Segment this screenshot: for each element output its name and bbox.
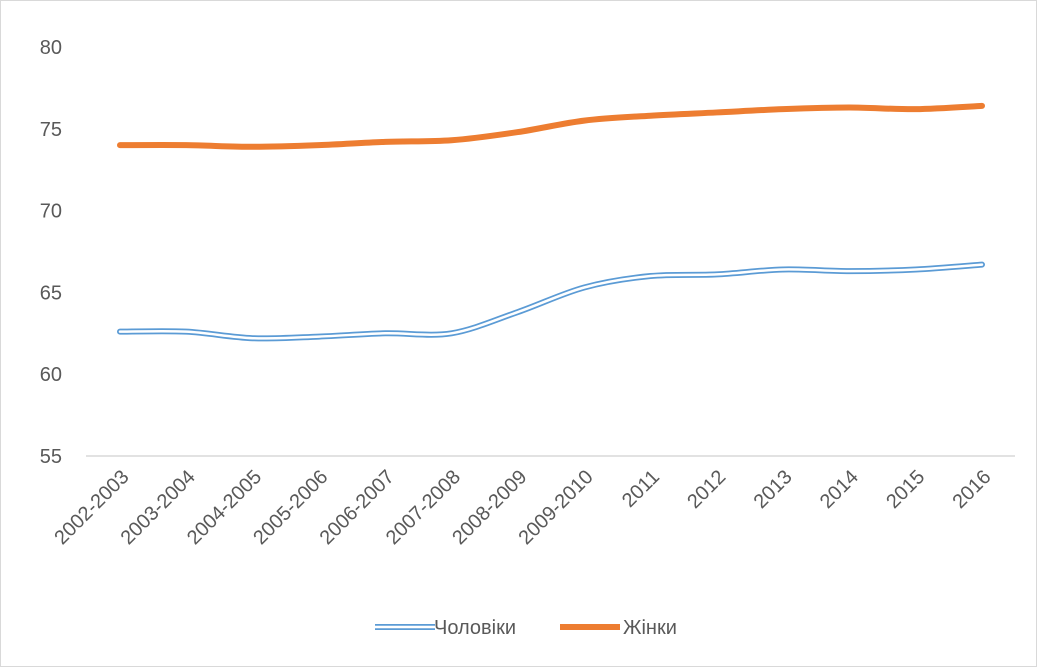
x-tick-label: 2014 bbox=[816, 466, 863, 513]
series-0-point bbox=[516, 310, 520, 314]
x-tick-label: 2015 bbox=[882, 466, 929, 513]
y-tick-label: 65 bbox=[40, 282, 62, 304]
series-1-point bbox=[383, 140, 387, 144]
x-tick-label: 2013 bbox=[750, 466, 797, 513]
series-0-point bbox=[450, 331, 454, 335]
y-tick-label: 55 bbox=[40, 446, 62, 468]
series-1-point bbox=[847, 106, 851, 110]
x-tick-label: 2012 bbox=[683, 466, 730, 513]
series-1-point bbox=[184, 143, 188, 147]
series-0-point bbox=[781, 267, 785, 271]
y-tick-label: 60 bbox=[40, 364, 62, 386]
legend-label-1: Жінки bbox=[623, 617, 677, 639]
x-tick-label: 2016 bbox=[949, 466, 996, 513]
series-1-point bbox=[516, 130, 520, 134]
series-0-point bbox=[715, 272, 719, 276]
series-0-point bbox=[251, 336, 255, 340]
series-0-point bbox=[914, 267, 918, 271]
y-tick-label: 75 bbox=[40, 119, 62, 141]
series-0-point bbox=[317, 335, 321, 339]
x-tick-label: 2011 bbox=[618, 466, 664, 512]
series-1-point bbox=[251, 145, 255, 149]
series-0-point bbox=[648, 274, 652, 278]
series-1-point bbox=[781, 107, 785, 111]
series-0-point bbox=[847, 269, 851, 273]
series-1-point bbox=[715, 110, 719, 114]
series-0-line-inner bbox=[118, 263, 984, 340]
legend-label-0: Чоловіки bbox=[434, 617, 516, 639]
y-tick-label: 70 bbox=[40, 201, 62, 223]
series-1-point bbox=[914, 107, 918, 111]
series-0-point bbox=[980, 263, 984, 267]
series-0-point bbox=[383, 331, 387, 335]
y-tick-label: 80 bbox=[40, 37, 62, 59]
series-1-point bbox=[118, 143, 122, 147]
series-0-point bbox=[582, 285, 586, 289]
series-1-point bbox=[980, 104, 984, 108]
series-1-line bbox=[117, 102, 985, 150]
series-1-point bbox=[648, 114, 652, 118]
series-0-point bbox=[118, 330, 122, 334]
series-0-point bbox=[184, 330, 188, 334]
series-1-point bbox=[450, 138, 454, 142]
series-1-point bbox=[317, 143, 321, 147]
series-1-point bbox=[582, 119, 586, 123]
series-0-line bbox=[117, 261, 985, 342]
